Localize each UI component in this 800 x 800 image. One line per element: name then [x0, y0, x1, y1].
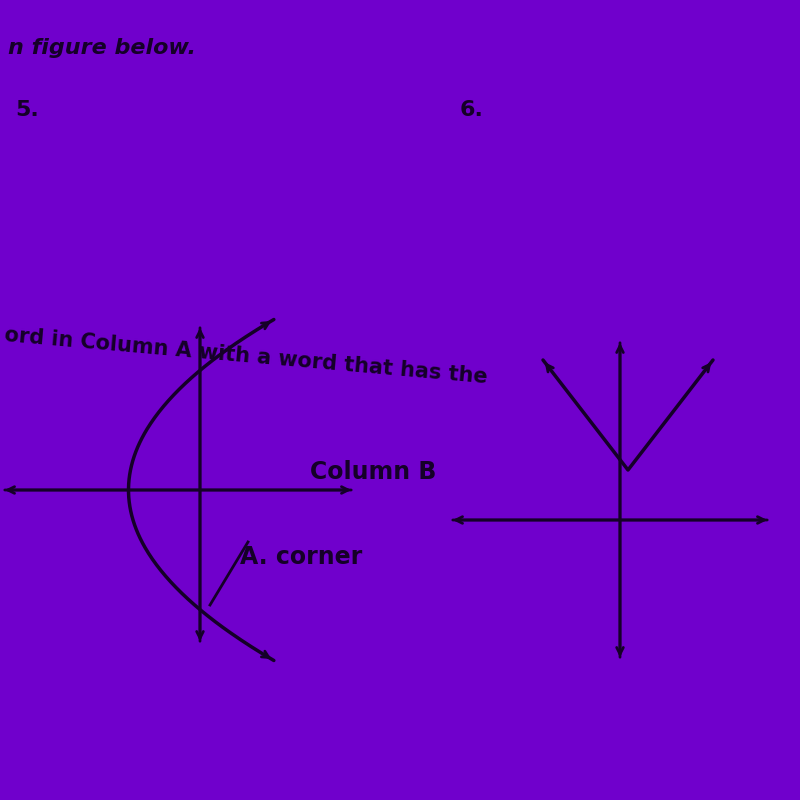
- Text: 6.: 6.: [460, 100, 484, 120]
- Text: 5.: 5.: [15, 100, 38, 120]
- Text: A. corner: A. corner: [240, 545, 362, 569]
- Text: Column B: Column B: [310, 460, 436, 484]
- Text: n figure below.: n figure below.: [8, 38, 196, 58]
- Text: ord in Column A with a word that has the: ord in Column A with a word that has the: [3, 325, 488, 387]
